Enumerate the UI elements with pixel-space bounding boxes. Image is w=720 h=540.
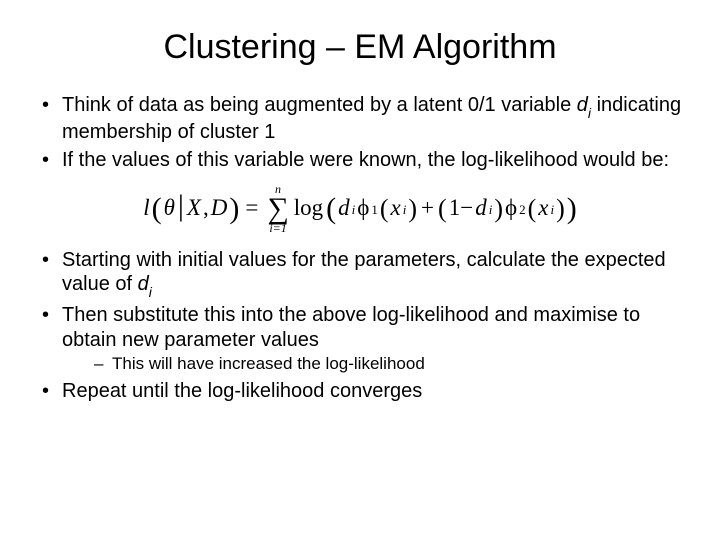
bullet-2: If the values of this variable were know… xyxy=(36,148,684,172)
paren-open-4: ( xyxy=(438,199,447,220)
summation-icon: n ∑ i=1 xyxy=(267,183,288,234)
bullet-1: Think of data as being augmented by a la… xyxy=(36,93,684,144)
paren-close-3: ) xyxy=(408,199,417,220)
paren-open-2: ( xyxy=(326,197,336,221)
formula-phi2-sub: 2 xyxy=(519,202,526,218)
formula-d1-sub: i xyxy=(352,202,356,218)
formula-x2-sub: i xyxy=(550,202,554,218)
bullet-3-sub: i xyxy=(149,284,152,300)
formula-d2: d xyxy=(475,194,487,222)
formula-d2-sub: i xyxy=(489,202,493,218)
bullet-5-text: Repeat until the log-likelihood converge… xyxy=(62,380,422,402)
formula-eq: = xyxy=(241,194,262,222)
bullet-3-text: Starting with initial values for the par… xyxy=(62,249,666,295)
formula-theta: θ xyxy=(164,194,175,222)
bullet-5: Repeat until the log-likelihood converge… xyxy=(36,379,684,403)
formula-plus: + xyxy=(419,194,436,222)
sigma-icon: ∑ xyxy=(267,195,288,222)
formula-d1: d xyxy=(338,194,350,222)
paren-open-5: ( xyxy=(528,199,537,220)
formula-1minus: 1− xyxy=(449,194,473,222)
paren-open: ( xyxy=(152,197,162,221)
bullet-2-text: If the values of this variable were know… xyxy=(62,149,669,171)
paren-close-2: ) xyxy=(567,197,577,221)
bullet-1-var: d xyxy=(577,94,588,116)
formula-given: | xyxy=(177,188,185,225)
formula-comma: , xyxy=(203,194,209,222)
paren-close-4: ) xyxy=(494,199,503,220)
bullet-3-var: d xyxy=(138,273,149,295)
formula-phi2: ϕ xyxy=(505,194,517,222)
bullet-3: Starting with initial values for the par… xyxy=(36,248,684,299)
bullet-list: Think of data as being augmented by a la… xyxy=(36,93,684,173)
paren-close-5: ) xyxy=(556,199,565,220)
bullet-4: Then substitute this into the above log-… xyxy=(36,303,684,375)
formula-phi1: ϕ xyxy=(357,194,369,222)
formula-x2: x xyxy=(538,194,548,222)
formula-x1-sub: i xyxy=(403,202,407,218)
bullet-4-text: Then substitute this into the above log-… xyxy=(62,304,640,350)
sub-bullet-list: This will have increased the log-likelih… xyxy=(62,354,684,375)
paren-close: ) xyxy=(229,197,239,221)
sum-bot: i=1 xyxy=(269,222,286,234)
paren-open-3: ( xyxy=(380,199,389,220)
formula-l: l xyxy=(143,194,149,222)
formula-log: log xyxy=(294,194,324,222)
bullet-1-text-a: Think of data as being augmented by a la… xyxy=(62,94,577,116)
bullet-list-2: Starting with initial values for the par… xyxy=(36,248,684,403)
bullet-4-sub: This will have increased the log-likelih… xyxy=(88,354,684,375)
formula-container: l ( θ | X , D ) = n ∑ i=1 log ( di ϕ1 ( xyxy=(36,183,684,234)
slide: Clustering – EM Algorithm Think of data … xyxy=(0,0,720,540)
formula-phi1-sub: 1 xyxy=(371,202,378,218)
bullet-1-sub: i xyxy=(588,105,591,121)
slide-title: Clustering – EM Algorithm xyxy=(36,28,684,67)
slide-content: Think of data as being augmented by a la… xyxy=(36,93,684,403)
log-likelihood-formula: l ( θ | X , D ) = n ∑ i=1 log ( di ϕ1 ( xyxy=(143,183,577,234)
formula-D: D xyxy=(211,194,228,222)
formula-X: X xyxy=(187,194,201,222)
formula-x1: x xyxy=(391,194,401,222)
bullet-4-sub-text: This will have increased the log-likelih… xyxy=(112,354,425,373)
